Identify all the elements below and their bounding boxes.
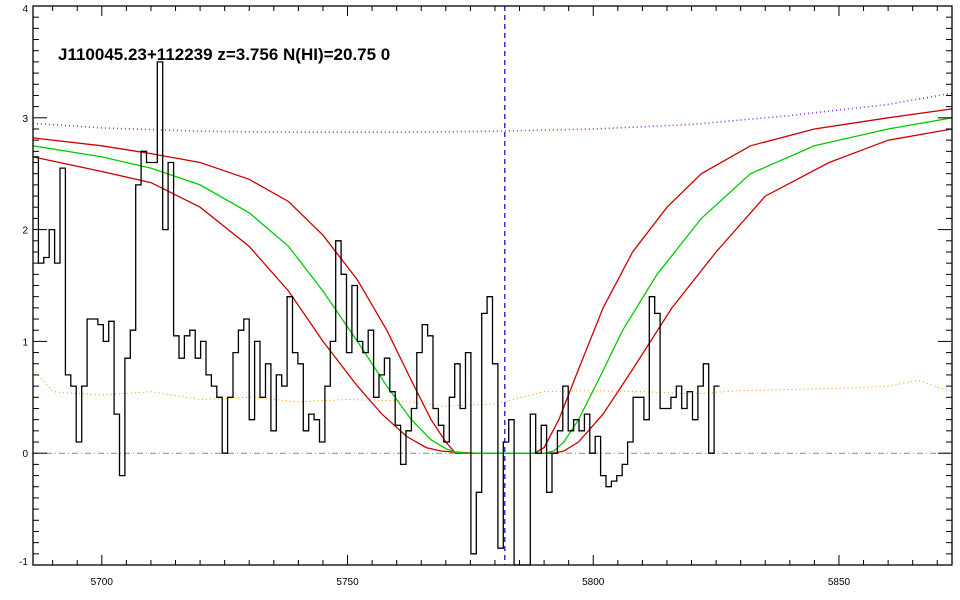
y-tick-label: 1 — [22, 337, 28, 348]
error-curve — [32, 369, 953, 407]
y-tick-label: 3 — [22, 114, 28, 125]
x-tick-label: 5700 — [91, 577, 114, 588]
flux-histogram — [33, 61, 720, 566]
fit-upper-curve — [32, 108, 953, 454]
y-tick-label: -1 — [19, 557, 28, 568]
plot-title: J110045.23+112239 z=3.756 N(HI)=20.75 0 — [58, 45, 390, 64]
y-tick-label: 4 — [22, 4, 28, 15]
ticks-layer: 5700 5750 5800 5850 -1 0 1 2 3 4 — [19, 4, 952, 588]
x-tick-label: 5800 — [582, 577, 605, 588]
fit-curve — [32, 117, 953, 454]
error-layer — [32, 369, 953, 407]
y-tick-label: 2 — [22, 226, 28, 237]
x-tick-label: 5750 — [336, 577, 359, 588]
y-tick-label: 0 — [22, 449, 28, 460]
flux-layer — [33, 61, 720, 566]
x-tick-label: 5850 — [828, 577, 851, 588]
fit-layer — [32, 108, 953, 454]
